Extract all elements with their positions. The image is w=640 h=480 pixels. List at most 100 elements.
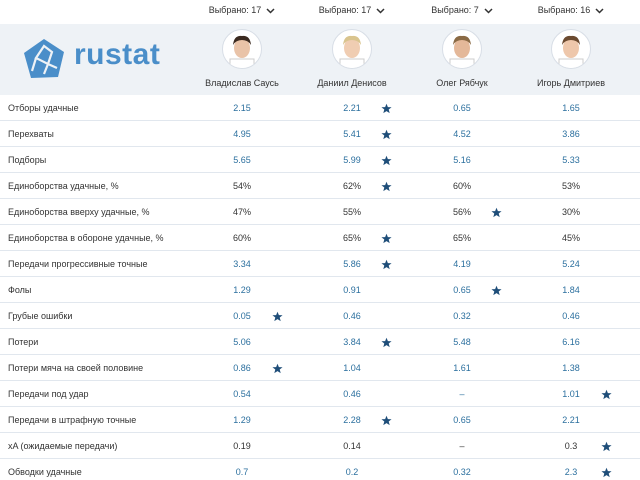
metric-label: Фолы bbox=[8, 285, 32, 295]
player-select[interactable]: Выбрано: 7 bbox=[407, 5, 517, 15]
metric-label: Отборы удачные bbox=[8, 103, 79, 113]
best-star bbox=[600, 467, 612, 477]
value-cell: 53% bbox=[561, 181, 580, 191]
value-cell: 0.46 bbox=[343, 311, 361, 321]
header-band bbox=[0, 24, 640, 95]
value-cell: 2.15 bbox=[233, 103, 251, 113]
value-cell: 47% bbox=[232, 207, 251, 217]
value-cell: 0.65 bbox=[453, 103, 471, 113]
value-cell: 60% bbox=[452, 181, 471, 191]
value-cell: 0.2 bbox=[345, 467, 359, 477]
logo-text: rustat bbox=[74, 38, 161, 71]
best-star bbox=[380, 337, 392, 347]
value-cell: 0.32 bbox=[453, 311, 471, 321]
table-row bbox=[0, 329, 640, 355]
value-cell: 62% bbox=[342, 181, 361, 191]
value-cell: 2.28 bbox=[343, 415, 361, 425]
player-photo bbox=[332, 29, 372, 69]
value-cell: 5.24 bbox=[562, 259, 580, 269]
table-row bbox=[0, 433, 640, 459]
player-select[interactable]: Выбрано: 17 bbox=[297, 5, 407, 15]
value-cell: 0.46 bbox=[562, 311, 580, 321]
table-row bbox=[0, 199, 640, 225]
best-star bbox=[380, 155, 392, 165]
metric-label: Единоборства удачные, % bbox=[8, 181, 119, 191]
value-cell: 1.65 bbox=[562, 103, 580, 113]
player-name: Даниил Денисов bbox=[317, 78, 387, 88]
metric-label: Передачи в штрафную точные bbox=[8, 415, 137, 425]
player-name: Игорь Дмитриев bbox=[536, 78, 605, 88]
value-cell: 4.19 bbox=[453, 259, 471, 269]
table-row bbox=[0, 303, 640, 329]
table-row bbox=[0, 225, 640, 251]
value-cell: 0.14 bbox=[343, 441, 361, 451]
chevron bbox=[376, 8, 385, 14]
value-cell: 4.95 bbox=[233, 129, 251, 139]
best-star bbox=[271, 363, 283, 373]
value-cell: 3.84 bbox=[343, 337, 361, 347]
value-cell: 5.48 bbox=[453, 337, 471, 347]
value-cell: – bbox=[459, 441, 465, 451]
value-cell: 65% bbox=[452, 233, 471, 243]
best-star bbox=[490, 285, 502, 295]
value-cell: 5.65 bbox=[233, 155, 251, 165]
player-photo bbox=[442, 29, 482, 69]
player-name: Олег Рябчук bbox=[436, 78, 488, 88]
value-cell: 45% bbox=[561, 233, 580, 243]
best-star bbox=[271, 311, 283, 321]
value-cell: 5.41 bbox=[343, 129, 361, 139]
best-star bbox=[380, 103, 392, 113]
value-cell: 1.01 bbox=[562, 389, 580, 399]
value-cell: 4.52 bbox=[453, 129, 471, 139]
value-cell: 6.16 bbox=[562, 337, 580, 347]
value-cell: 5.06 bbox=[233, 337, 251, 347]
logo-icon bbox=[24, 39, 64, 78]
best-star bbox=[600, 441, 612, 451]
metric-label: xA (ожидаемые передачи) bbox=[8, 441, 118, 451]
best-star bbox=[600, 389, 612, 399]
metric-label: Обводки удачные bbox=[8, 467, 82, 477]
value-cell: 0.46 bbox=[343, 389, 361, 399]
value-cell: 3.34 bbox=[233, 259, 251, 269]
value-cell: 54% bbox=[232, 181, 251, 191]
table-row bbox=[0, 147, 640, 173]
value-cell: 5.99 bbox=[343, 155, 361, 165]
value-cell: 0.3 bbox=[564, 441, 578, 451]
value-cell: 2.21 bbox=[562, 415, 580, 425]
value-cell: 30% bbox=[561, 207, 580, 217]
metric-label: Грубые ошибки bbox=[8, 311, 73, 321]
table-row bbox=[0, 173, 640, 199]
player-photo bbox=[222, 29, 262, 69]
chevron bbox=[266, 8, 275, 14]
best-star bbox=[490, 207, 502, 217]
value-cell: 0.7 bbox=[235, 467, 249, 477]
value-cell: 1.84 bbox=[562, 285, 580, 295]
value-cell: 0.65 bbox=[453, 285, 471, 295]
value-cell: 0.05 bbox=[233, 311, 251, 321]
value-cell: 5.16 bbox=[453, 155, 471, 165]
value-cell: 1.29 bbox=[233, 415, 251, 425]
value-cell: 1.04 bbox=[343, 363, 361, 373]
metric-label: Передачи под удар bbox=[8, 389, 89, 399]
player-select[interactable]: Выбрано: 17 bbox=[187, 5, 297, 15]
best-star bbox=[380, 415, 392, 425]
value-cell: 56% bbox=[452, 207, 471, 217]
player-select[interactable]: Выбрано: 16 bbox=[516, 5, 626, 15]
value-cell: 5.33 bbox=[562, 155, 580, 165]
table-row bbox=[0, 121, 640, 147]
value-cell: 60% bbox=[232, 233, 251, 243]
value-cell: 5.86 bbox=[343, 259, 361, 269]
value-cell: 2.3 bbox=[564, 467, 578, 477]
metric-label: Единоборства в обороне удачные, % bbox=[8, 233, 164, 243]
metric-label: Подборы bbox=[8, 155, 47, 165]
value-cell: 0.32 bbox=[453, 467, 471, 477]
metric-label: Передачи прогрессивные точные bbox=[8, 259, 148, 269]
player-photo bbox=[551, 29, 591, 69]
best-star bbox=[380, 129, 392, 139]
best-star bbox=[380, 233, 392, 243]
value-cell: 1.61 bbox=[453, 363, 471, 373]
value-cell: 0.19 bbox=[233, 441, 251, 451]
chevron bbox=[595, 8, 604, 14]
table-row bbox=[0, 277, 640, 303]
metric-label: Потери bbox=[8, 337, 39, 347]
